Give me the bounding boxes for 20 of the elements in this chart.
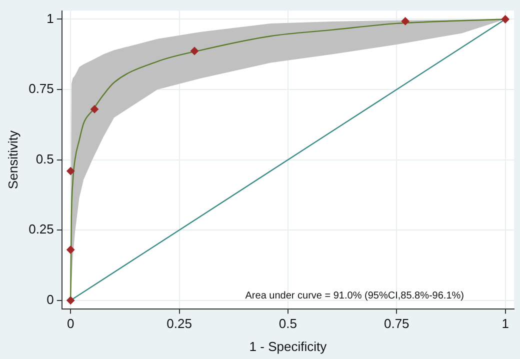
point bbox=[401, 17, 410, 26]
x-tick-label: 0 bbox=[66, 316, 74, 332]
y-tick-label: 0.75 bbox=[28, 81, 54, 96]
point bbox=[190, 47, 198, 55]
point bbox=[501, 15, 510, 24]
point bbox=[66, 246, 75, 254]
point bbox=[90, 105, 99, 114]
x-axis-title: 1 - Specificity bbox=[249, 338, 328, 354]
x-tick-label: 0.75 bbox=[384, 316, 410, 332]
y-tick-label: 0.5 bbox=[36, 151, 54, 166]
y-tick-label: 0 bbox=[46, 292, 54, 307]
y-axis-title: Sensitivity bbox=[5, 130, 20, 190]
x-tick-label: 1 bbox=[502, 316, 509, 332]
annotation: Area under curve = 91.0% (95%CI,85.8%-96.1%) bbox=[245, 290, 464, 302]
x-tick-label: 0.25 bbox=[166, 316, 192, 332]
x-tick-label: 0.5 bbox=[278, 316, 297, 332]
point bbox=[66, 167, 75, 176]
point bbox=[66, 296, 75, 304]
y-tick-label: 0.25 bbox=[28, 222, 54, 237]
y-tick-label: 1 bbox=[46, 10, 54, 26]
